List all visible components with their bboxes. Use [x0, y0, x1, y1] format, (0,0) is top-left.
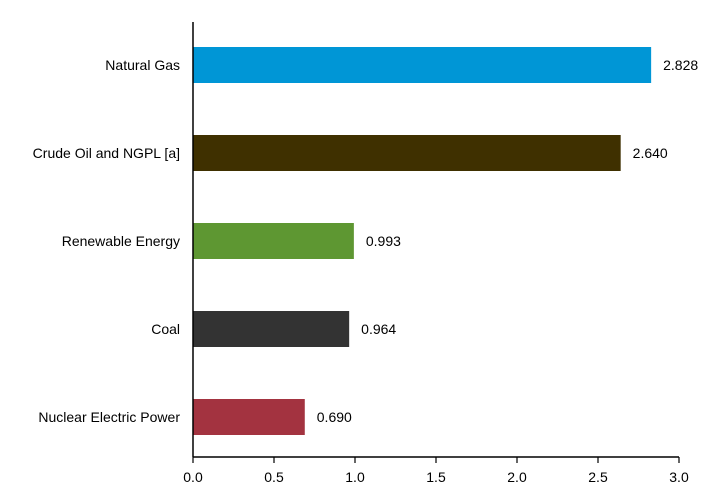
value-label-coal: 0.964	[361, 321, 396, 337]
bar-natural-gas	[193, 47, 652, 83]
value-label-nuclear-electric-power: 0.690	[317, 409, 352, 425]
x-tick-label: 0.0	[183, 469, 203, 485]
x-tick-label: 1.5	[426, 469, 446, 485]
category-label-natural-gas: Natural Gas	[105, 57, 180, 73]
value-label-crude-oil-and-ngpl-a: 2.640	[633, 145, 668, 161]
category-label-crude-oil-and-ngpl-a: Crude Oil and NGPL [a]	[33, 145, 180, 161]
axis-layer: 0.0 0.5 1.0 1.5 2.0 2.5 3.0	[183, 22, 689, 485]
x-tick-label: 2.0	[507, 469, 527, 485]
value-label-natural-gas: 2.828	[663, 57, 698, 73]
x-tick-label: 2.5	[588, 469, 608, 485]
category-label-nuclear-electric-power: Nuclear Electric Power	[38, 409, 180, 425]
bar-coal	[193, 311, 350, 347]
x-tick-label: 1.0	[345, 469, 365, 485]
bar-renewable-energy	[193, 223, 354, 259]
x-tick-label: 3.0	[669, 469, 689, 485]
x-tick-label: 0.5	[264, 469, 284, 485]
bar-nuclear-electric-power	[193, 399, 305, 435]
bar-crude-oil-and-ngpl-a	[193, 135, 621, 171]
value-label-renewable-energy: 0.993	[366, 233, 401, 249]
labels-layer: Natural Gas 2.828 Crude Oil and NGPL [a] 2.…	[33, 57, 699, 425]
category-label-coal: Coal	[151, 321, 180, 337]
category-label-renewable-energy: Renewable Energy	[62, 233, 180, 249]
bars-layer	[193, 47, 652, 435]
